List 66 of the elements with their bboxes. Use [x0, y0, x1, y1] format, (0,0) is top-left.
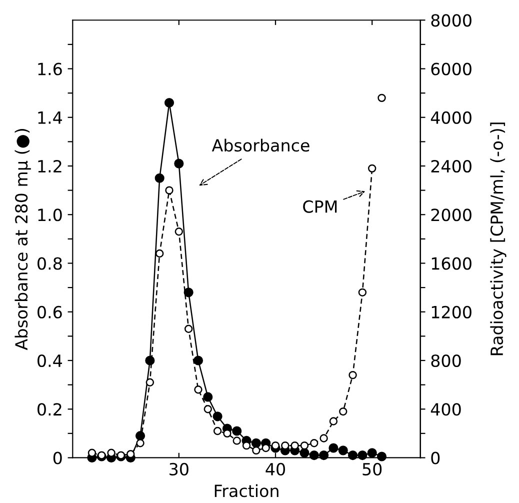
- x-axis-title: Fraction: [214, 484, 278, 498]
- y2-tick-label: 0: [431, 452, 440, 464]
- point: [213, 426, 222, 436]
- annotation: Absorbance: [212, 138, 310, 152]
- point: [328, 443, 338, 453]
- y2-tick-label: 800: [431, 354, 461, 368]
- y3-tick-label: 8000: [431, 14, 472, 27]
- x-tick-label: 50: [362, 462, 382, 476]
- point: [155, 249, 164, 258]
- point: [194, 386, 202, 394]
- point: [300, 441, 309, 450]
- y2-tick-label: 2400: [431, 160, 472, 173]
- y-tick-label: 0.8: [38, 257, 62, 270]
- point: [204, 405, 212, 414]
- point: [88, 448, 96, 457]
- point: [367, 448, 377, 458]
- point: [107, 448, 116, 457]
- point: [165, 186, 174, 194]
- y3-tick-label: 6000: [431, 62, 472, 76]
- point: [212, 412, 222, 422]
- point: [203, 392, 213, 402]
- y-tick-label: 0.2: [38, 403, 62, 416]
- annotation: CPM: [303, 200, 337, 213]
- point: [348, 450, 358, 460]
- y-tick-label: 1.6: [38, 62, 62, 76]
- point: [184, 288, 194, 298]
- y2-tick-label: 400: [430, 403, 461, 416]
- y-tick-label: 0.6: [38, 306, 62, 318]
- x-tick-label: 40: [266, 462, 285, 476]
- y-tick-label: 1.0: [38, 208, 62, 222]
- point: [164, 98, 174, 108]
- point: [348, 370, 357, 380]
- point: [338, 446, 348, 456]
- y-tick-label: 1.4: [38, 112, 62, 124]
- point: [251, 438, 261, 448]
- y2-tick-label: 2000: [431, 208, 472, 222]
- point: [319, 450, 329, 460]
- point: [309, 450, 319, 460]
- point: [339, 407, 348, 416]
- point: [358, 288, 367, 297]
- point: [174, 158, 184, 168]
- y-axis-title: Absorbance at 280 mμ (●): [14, 129, 31, 350]
- y2-tick-label: 1600: [432, 257, 472, 270]
- y3-tick-label: 4000: [430, 111, 472, 124]
- y2-axis-title: Radioactivity [CPM/ml, (-o-)]: [490, 122, 506, 356]
- point: [252, 446, 260, 455]
- point: [358, 450, 368, 460]
- point: [310, 439, 318, 448]
- y-tick-label: 0: [53, 452, 62, 464]
- point: [329, 417, 338, 426]
- point: [300, 448, 310, 458]
- point: [146, 378, 154, 386]
- x-tick-label: 30: [170, 462, 188, 476]
- point: [232, 426, 242, 436]
- point: [154, 173, 164, 183]
- y2-tick-label: 1200: [432, 306, 472, 318]
- point: [184, 324, 193, 333]
- point: [376, 452, 387, 462]
- point: [368, 164, 376, 173]
- point: [232, 436, 241, 445]
- point: [136, 439, 144, 448]
- point: [193, 356, 204, 366]
- point: [174, 228, 184, 236]
- y-tick-label: 1.2: [38, 160, 62, 172]
- y-tick-label: 0.4: [38, 354, 62, 368]
- point: [320, 434, 328, 442]
